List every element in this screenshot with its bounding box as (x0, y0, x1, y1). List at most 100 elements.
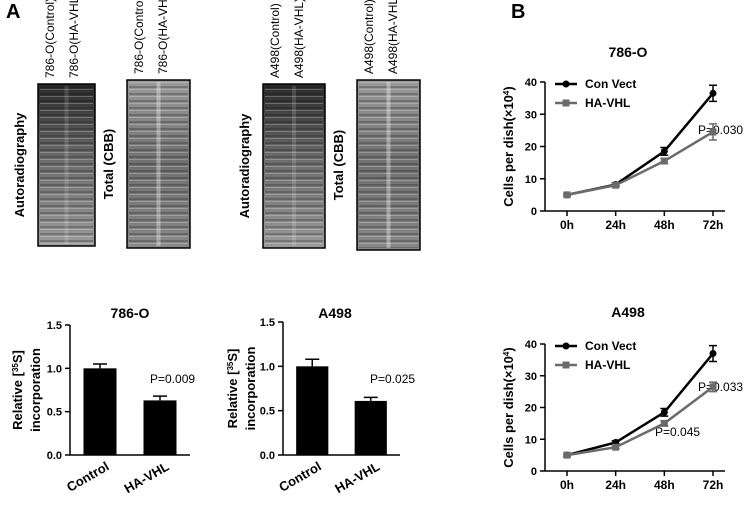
blot-bands (129, 82, 188, 246)
y-axis-label: incorporation (243, 347, 258, 431)
y-tick-label: 0.0 (260, 450, 275, 462)
blot-side-label: Total (CBB) (331, 130, 346, 201)
x-tick-label: 72h (703, 218, 724, 232)
y-axis-label-part: ) (501, 347, 516, 351)
p-value: P=0.009 (150, 372, 195, 386)
blot-side-label: Autoradiography (237, 113, 252, 218)
x-tick-label: 72h (703, 478, 724, 492)
x-tick-label: 24h (605, 218, 626, 232)
lane-label: A498(HA-VHL) (386, 0, 400, 74)
point (563, 191, 571, 199)
y-axis-label-part: 35 (226, 361, 235, 370)
y-axis-label-part: 35 (11, 363, 20, 372)
panel-label: B (511, 1, 525, 23)
series-line (566, 385, 714, 457)
y-tick-label: 1.5 (260, 317, 275, 329)
x-tick-label: 48h (654, 218, 675, 232)
y-tick-label: 0.5 (260, 406, 275, 418)
y-axis-label: Cells per dish(×104) (501, 86, 516, 206)
y-axis-label: Relative [35S] (10, 350, 25, 430)
bar (83, 368, 117, 455)
y-tick-label: 0.5 (47, 407, 62, 419)
y-axis-label-part: Relative [ (10, 371, 25, 429)
legend-marker (562, 361, 570, 369)
y-axis-label: incorporation (28, 348, 43, 432)
lane-divider (292, 86, 296, 246)
p-value: P=0.025 (370, 372, 415, 386)
legend-marker (562, 80, 570, 88)
y-tick-label: 30 (525, 109, 537, 121)
error-bar (363, 396, 378, 401)
legend-marker (562, 342, 570, 350)
x-tick-label: Control (64, 459, 112, 495)
legend-marker (562, 99, 570, 107)
chart-title: 786-O (111, 305, 150, 321)
blot-bands (359, 82, 418, 248)
lane-divider (156, 82, 161, 246)
x-tick-label: HA-VHL (332, 459, 382, 497)
lane-divider (64, 86, 69, 244)
y-axis-label: Relative [35S] (225, 349, 240, 429)
lane-label: 786-O(Control) (132, 0, 146, 74)
point (660, 157, 668, 165)
y-axis-label-part: 4 (502, 90, 511, 95)
chart-title: A498 (611, 304, 645, 320)
y-axis-label-part: ) (501, 86, 516, 90)
blot-side-label: Total (CBB) (101, 129, 116, 200)
point (709, 128, 717, 136)
y-tick-label: 40 (525, 339, 537, 351)
error-bar (305, 358, 320, 367)
y-tick-label: 10 (525, 174, 537, 186)
y-axis-label-part: Cells per dish(×10 (501, 356, 516, 468)
legend-label: Con Vect (585, 339, 636, 353)
point (660, 408, 668, 416)
y-tick-label: 1.5 (47, 320, 62, 332)
lane-divider (386, 82, 391, 248)
lane-label: 786-O(Control) (43, 0, 57, 78)
point (709, 89, 717, 97)
x-tick-label: 0h (560, 478, 574, 492)
point (709, 383, 717, 391)
lane-label: A498(Control) (362, 0, 376, 74)
y-tick-label: 0.0 (47, 450, 62, 462)
x-tick-label: 48h (654, 478, 675, 492)
lane-label: 786-O(HA-VHL) (67, 0, 81, 78)
y-axis-label-part: Cells per dish(×10 (501, 95, 516, 207)
panel-label: A (6, 1, 20, 23)
y-tick-label: 20 (525, 142, 537, 154)
y-tick-label: 0 (531, 466, 537, 478)
x-tick-label: Control (276, 459, 324, 495)
y-axis-label-part: S] (10, 350, 25, 363)
blot-side-label: Autoradiography (12, 112, 27, 217)
x-tick-label: 0h (560, 218, 574, 232)
chart-title: 786-O (609, 44, 648, 60)
bar (296, 366, 329, 455)
y-tick-label: 20 (525, 403, 537, 415)
point (612, 181, 620, 189)
y-axis-label-part: S] (225, 349, 240, 362)
y-tick-label: 10 (525, 434, 537, 446)
x-tick-label: HA-VHL (121, 459, 171, 497)
point (709, 350, 717, 358)
chart-title: A498 (318, 305, 352, 321)
series-line (566, 130, 714, 197)
point (563, 451, 571, 459)
blot-bands (40, 86, 93, 244)
p-value: P=0.030 (698, 123, 743, 137)
y-tick-label: 30 (525, 371, 537, 383)
p-value: P=0.045 (655, 425, 700, 439)
legend-label: HA-VHL (585, 96, 630, 110)
y-axis-label: Cells per dish(×104) (501, 347, 516, 467)
bar (143, 400, 177, 455)
lane-label: A498(HA-VHL) (292, 0, 306, 78)
series-line (566, 352, 714, 457)
blot-bands (265, 86, 323, 246)
point (660, 419, 668, 427)
y-axis-label-part: 4 (502, 351, 511, 356)
x-tick-label: 24h (605, 478, 626, 492)
y-axis-label-part: Relative [ (225, 370, 240, 428)
point (660, 147, 668, 155)
y-tick-label: 1.0 (260, 361, 275, 373)
lane-label: 786-O(HA-VHL) (156, 0, 170, 74)
